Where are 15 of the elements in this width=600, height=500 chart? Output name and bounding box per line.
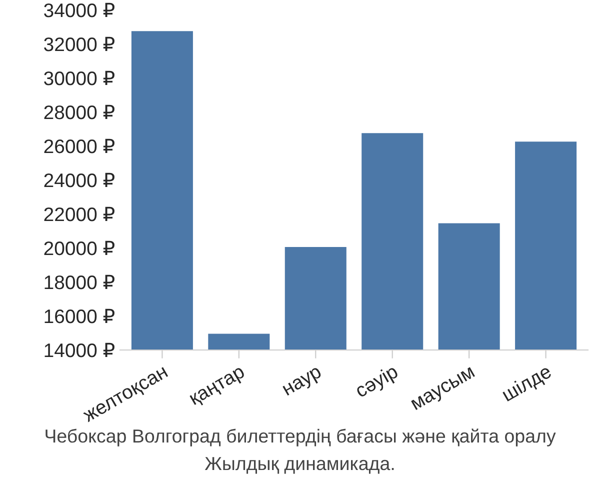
y-tick-label: 28000 ₽ [44, 104, 114, 120]
y-tick-label: 16000 ₽ [44, 308, 114, 324]
y-tick-label: 22000 ₽ [44, 206, 114, 222]
text: Чебоксар Волгоград билеттердің бағасы және қайта оралу [46, 428, 556, 446]
y-tick-label: 20000 ₽ [44, 240, 114, 256]
y-tick-label: 30000 ₽ [44, 70, 114, 86]
y-tick-label: 24000 ₽ [44, 172, 114, 188]
y-tick-label: 14000 ₽ [44, 342, 114, 358]
x-tick-label: наур [282, 366, 324, 400]
y-tick-label: 32000 ₽ [44, 36, 114, 52]
text: Жылдық динамикада. [204, 457, 394, 474]
y-tick-label: 18000 ₽ [44, 274, 114, 290]
y-tick-label: 34000 ₽ [44, 2, 114, 18]
x-tick-label: сәуір [354, 364, 401, 402]
y-tick-label: 26000 ₽ [44, 138, 114, 154]
